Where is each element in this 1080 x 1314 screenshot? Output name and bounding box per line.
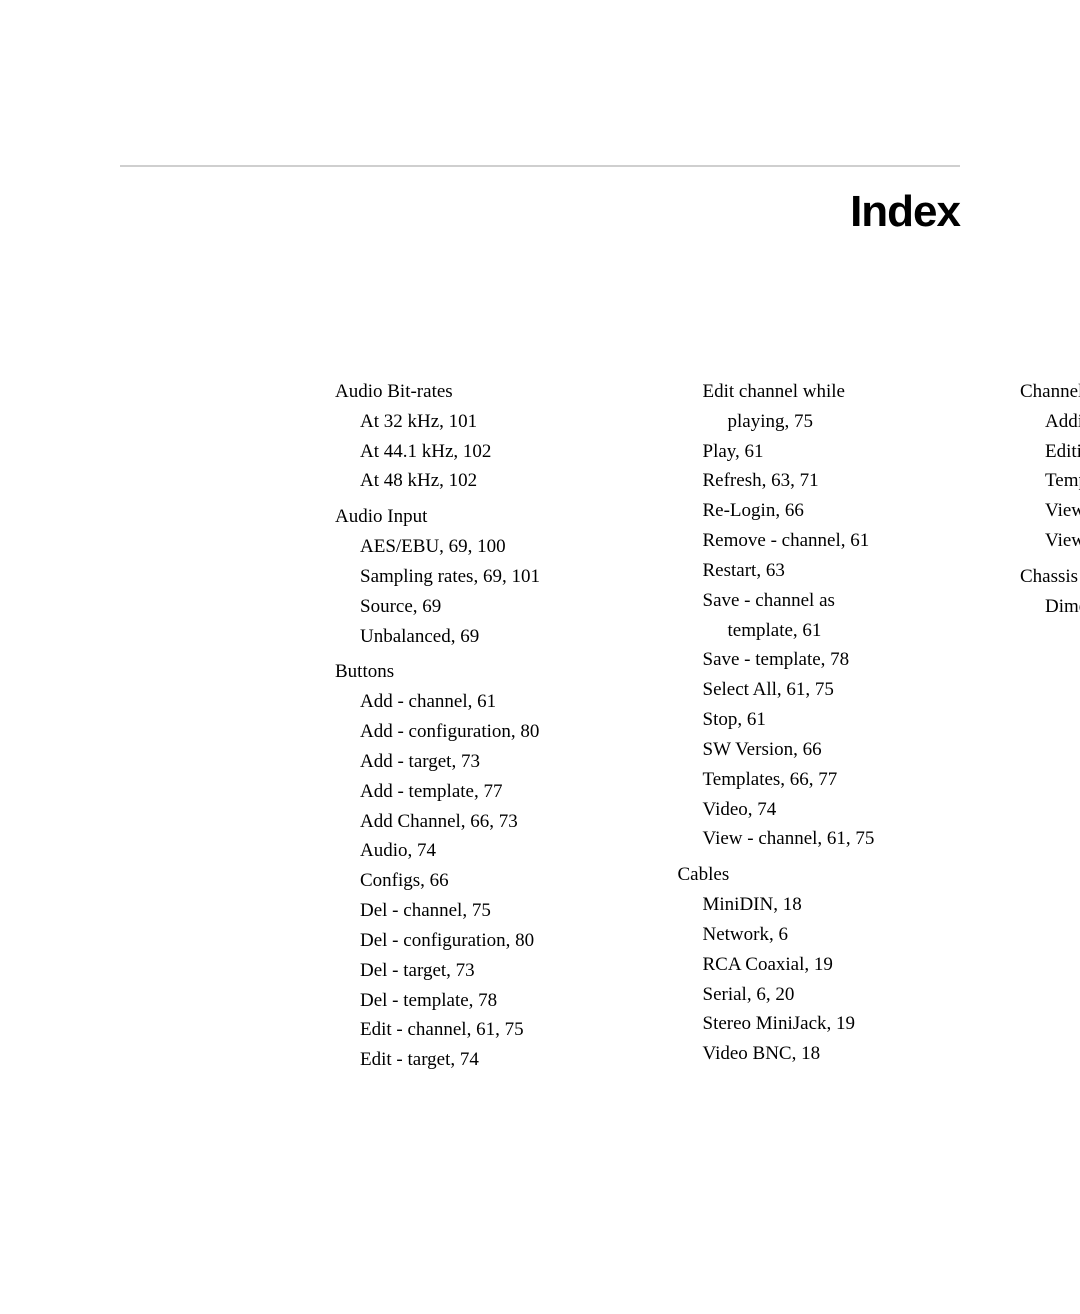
index-entry: Edit channel while xyxy=(678,377,961,407)
index-entry: Del - configuration, 80 xyxy=(335,926,618,956)
index-entry: Viewing profile, 76 xyxy=(1020,526,1080,556)
index-columns: Audio Bit-ratesAt 32 kHz, 101At 44.1 kHz… xyxy=(120,377,960,1087)
index-entry: RCA Coaxial, 19 xyxy=(678,950,961,980)
index-section: Audio Bit-ratesAt 32 kHz, 101At 44.1 kHz… xyxy=(335,377,618,496)
index-entry: MiniDIN, 18 xyxy=(678,890,961,920)
index-entry: Del - channel, 75 xyxy=(335,896,618,926)
index-entry: Play, 61 xyxy=(678,437,961,467)
index-entry: Audio, 74 xyxy=(335,836,618,866)
index-section: CablesMiniDIN, 18Network, 6RCA Coaxial, … xyxy=(678,860,961,1069)
index-entry: At 32 kHz, 101 xyxy=(335,407,618,437)
index-entry: Dimensions, 97 xyxy=(1020,592,1080,622)
index-entry: Edit - target, 74 xyxy=(335,1045,618,1075)
page-title: Index xyxy=(120,187,960,237)
index-entry: Video BNC, 18 xyxy=(678,1039,961,1069)
index-entry: Add - configuration, 80 xyxy=(335,717,618,747)
index-heading: Chassis xyxy=(1020,562,1080,592)
index-entry-cont: playing, 75 xyxy=(678,407,961,437)
index-entry: View - channel, 61, 75 xyxy=(678,824,961,854)
index-entry: Video, 74 xyxy=(678,795,961,825)
index-entry: Save - channel as xyxy=(678,586,961,616)
index-entry: Viewing errors, 76 xyxy=(1020,496,1080,526)
index-section: ChannelsAdding, 73Editing, 75Templates, … xyxy=(1020,377,1080,556)
index-entry: Templates, 66, 77 xyxy=(678,765,961,795)
index-entry: Remove - channel, 61 xyxy=(678,526,961,556)
index-entry: Source, 69 xyxy=(335,592,618,622)
index-entry: Re-Login, 66 xyxy=(678,496,961,526)
index-heading: Buttons xyxy=(335,657,618,687)
index-entry: Editing, 75 xyxy=(1020,437,1080,467)
index-entry: Save - template, 78 xyxy=(678,645,961,675)
index-entry: AES/EBU, 69, 100 xyxy=(335,532,618,562)
index-entry: Add - target, 73 xyxy=(335,747,618,777)
index-entry: Stop, 61 xyxy=(678,705,961,735)
index-entry: Sampling rates, 69, 101 xyxy=(335,562,618,592)
index-entry: Add - channel, 61 xyxy=(335,687,618,717)
index-entry: Unbalanced, 69 xyxy=(335,622,618,652)
index-entry: At 44.1 kHz, 102 xyxy=(335,437,618,467)
divider xyxy=(120,165,960,167)
index-heading: Channels xyxy=(1020,377,1080,407)
index-heading: Audio Bit-rates xyxy=(335,377,618,407)
index-entry: Edit - channel, 61, 75 xyxy=(335,1015,618,1045)
index-entry: Select All, 61, 75 xyxy=(678,675,961,705)
index-entry: Adding, 73 xyxy=(1020,407,1080,437)
index-entry: Serial, 6, 20 xyxy=(678,980,961,1010)
index-entry: SW Version, 66 xyxy=(678,735,961,765)
index-heading: Cables xyxy=(678,860,961,890)
index-entry: Templates, 77 xyxy=(1020,466,1080,496)
index-entry: Stereo MiniJack, 19 xyxy=(678,1009,961,1039)
index-entry: Refresh, 63, 71 xyxy=(678,466,961,496)
index-entry: At 48 kHz, 102 xyxy=(335,466,618,496)
index-entry: Add - template, 77 xyxy=(335,777,618,807)
index-entry: Network, 6 xyxy=(678,920,961,950)
index-entry-cont: template, 61 xyxy=(678,616,961,646)
index-section: ChassisDimensions, 97 xyxy=(1020,562,1080,622)
index-section: Audio InputAES/EBU, 69, 100Sampling rate… xyxy=(335,502,618,651)
index-entry: Add Channel, 66, 73 xyxy=(335,807,618,837)
index-entry: Del - target, 73 xyxy=(335,956,618,986)
page: Index Audio Bit-ratesAt 32 kHz, 101At 44… xyxy=(0,0,1080,1147)
index-entry: Configs, 66 xyxy=(335,866,618,896)
index-entry: Del - template, 78 xyxy=(335,986,618,1016)
index-entry: Restart, 63 xyxy=(678,556,961,586)
index-heading: Audio Input xyxy=(335,502,618,532)
